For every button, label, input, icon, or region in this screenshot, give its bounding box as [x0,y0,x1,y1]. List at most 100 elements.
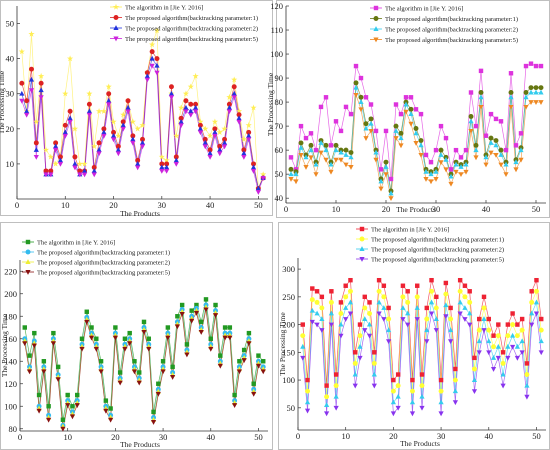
data-point [231,95,237,101]
data-point [222,136,228,142]
data-point [498,147,504,153]
data-point [255,185,261,191]
y-tick-label: 200 [282,320,295,330]
data-point [33,118,40,125]
data-point [323,95,329,100]
data-point [409,411,416,417]
y-tick-label: 100 [4,401,17,411]
data-point [353,80,359,86]
data-point [300,333,306,339]
y-tick-label: 30 [6,89,15,99]
data-point [95,108,103,114]
data-point [471,389,478,395]
data-point [438,411,444,417]
data-point [135,165,141,171]
data-point [53,140,59,146]
data-point [378,178,384,184]
data-point [187,83,194,90]
data-point [333,119,339,124]
data-point [372,350,377,355]
data-point [86,112,93,118]
data-point [333,405,339,411]
data-point [481,316,487,321]
legend-marker [25,249,31,255]
data-point [309,307,315,313]
data-point [400,305,406,310]
data-point [395,383,401,389]
data-point [353,63,359,69]
data-point [318,140,324,145]
data-point [508,71,514,76]
data-point [125,104,131,110]
data-point [22,341,28,347]
data-point [130,133,136,139]
data-point [429,277,434,283]
data-point [241,147,247,153]
series-markers-2 [19,49,266,191]
data-point [424,327,430,333]
data-point [24,112,30,118]
y-tick-label: 250 [282,292,295,302]
data-point [212,133,218,139]
data-point [194,302,199,308]
data-point [261,359,266,364]
data-point [457,277,463,283]
data-point [503,147,509,153]
data-point [438,123,444,129]
data-point [429,288,435,294]
legend: The algorithm in [Jie Y. 2016] The propos… [370,6,518,44]
data-point [498,162,504,168]
data-point [443,291,449,297]
data-point [65,392,70,398]
data-point [101,129,107,135]
data-point [159,168,165,174]
data-point [91,172,97,178]
data-point [122,346,128,352]
data-point [388,196,394,202]
data-point [433,305,439,311]
data-point [246,132,252,138]
data-point [199,319,204,325]
legend-label: The proposed algorithm(backtracking para… [125,26,258,33]
data-point [76,160,83,167]
data-point [538,89,544,95]
data-point [493,138,499,144]
data-point [293,179,299,185]
data-point [348,150,354,156]
chart-panel-1: 10 20 30 40 50 0 10 20 30 40 50 The Products The Pro… [0,0,273,218]
data-point [363,136,369,141]
data-point [366,333,373,339]
data-point [108,417,114,423]
data-point [468,118,474,124]
data-point [371,371,377,377]
data-point [141,330,147,335]
data-point [303,154,309,160]
data-point [208,346,214,352]
data-point [405,322,411,328]
data-point [438,388,444,394]
x-tick-label: 0 [15,200,19,210]
data-point [135,157,141,163]
legend: The algorithm in [Jie Y. 2016] The propos… [110,3,258,43]
data-point [513,167,519,173]
data-point [197,122,203,128]
x-tick-label: 50 [254,200,263,210]
data-point [481,294,487,300]
data-point [75,392,80,398]
data-point [260,175,266,181]
data-point [515,322,520,327]
legend-label: The proposed algorithm(backtracking para… [371,247,504,254]
data-point [413,107,419,112]
data-point [493,116,499,122]
data-point [398,111,404,117]
data-point [41,359,47,364]
data-point [353,350,358,355]
data-point [419,383,425,389]
data-point [524,394,530,400]
data-point [319,294,325,300]
data-point [438,377,444,383]
data-point [139,144,146,150]
data-point [309,319,315,325]
data-point [217,363,223,369]
series-markers-1 [288,61,544,182]
